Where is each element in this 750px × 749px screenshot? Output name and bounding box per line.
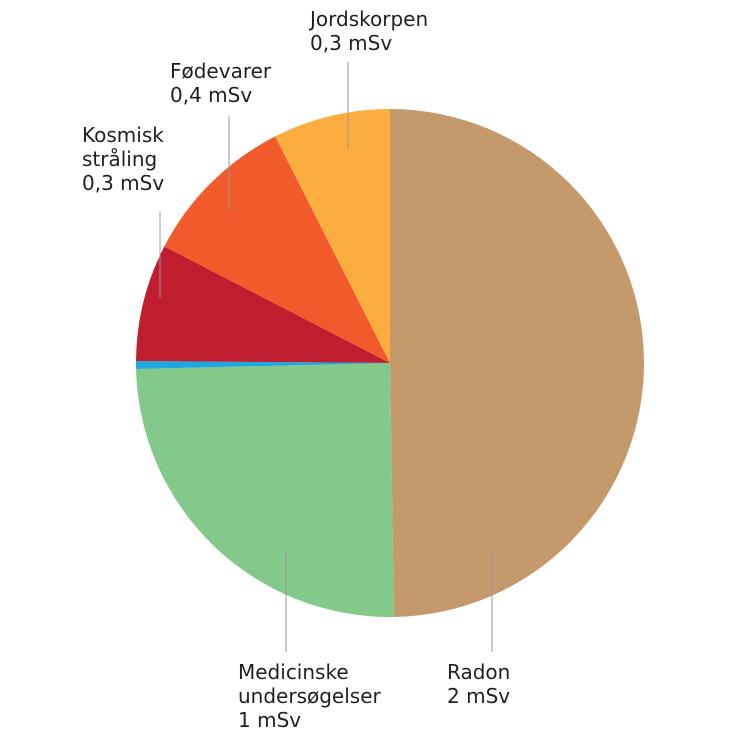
slice-label-line: 2 mSv	[447, 684, 510, 708]
slice-label-line: undersøgelser	[238, 684, 382, 708]
slice-label-3: Kosmisk stråling 0,3 mSv	[82, 123, 164, 195]
pie-slice-1	[136, 363, 394, 618]
pie-slice-2	[136, 361, 390, 369]
slice-label-4: Fødevarer 0,4 mSv	[170, 59, 272, 107]
pie-slice-0	[390, 108, 645, 617]
pie-slices	[136, 108, 645, 618]
slice-label-line: Kosmisk	[82, 123, 164, 147]
slice-label-line: Fødevarer	[170, 59, 272, 83]
slice-label-line: 1 mSv	[238, 708, 301, 732]
pie-slice-4	[164, 136, 390, 363]
slice-label-line: stråling	[82, 147, 157, 171]
slice-label-0: Radon 2 mSv	[447, 660, 510, 708]
pie-labels: Radon 2 mSv Medicinske undersøgelser 1 mSv Ko…	[82, 7, 510, 732]
slice-label-line: 0,4 mSv	[170, 83, 252, 107]
slice-label-line: 0,3 mSv	[310, 31, 392, 55]
slice-label-line: 0,3 mSv	[82, 171, 164, 195]
pie-slice-3	[136, 246, 390, 363]
slice-label-5: Jordskorpen 0,3 mSv	[308, 7, 428, 55]
slice-label-line: Radon	[447, 660, 510, 684]
slice-label-line: Jordskorpen	[308, 7, 428, 31]
slice-label-line: Medicinske	[238, 660, 349, 684]
slice-label-1: Medicinske undersøgelser 1 mSv	[238, 660, 382, 732]
pie-slice-5	[275, 109, 390, 363]
